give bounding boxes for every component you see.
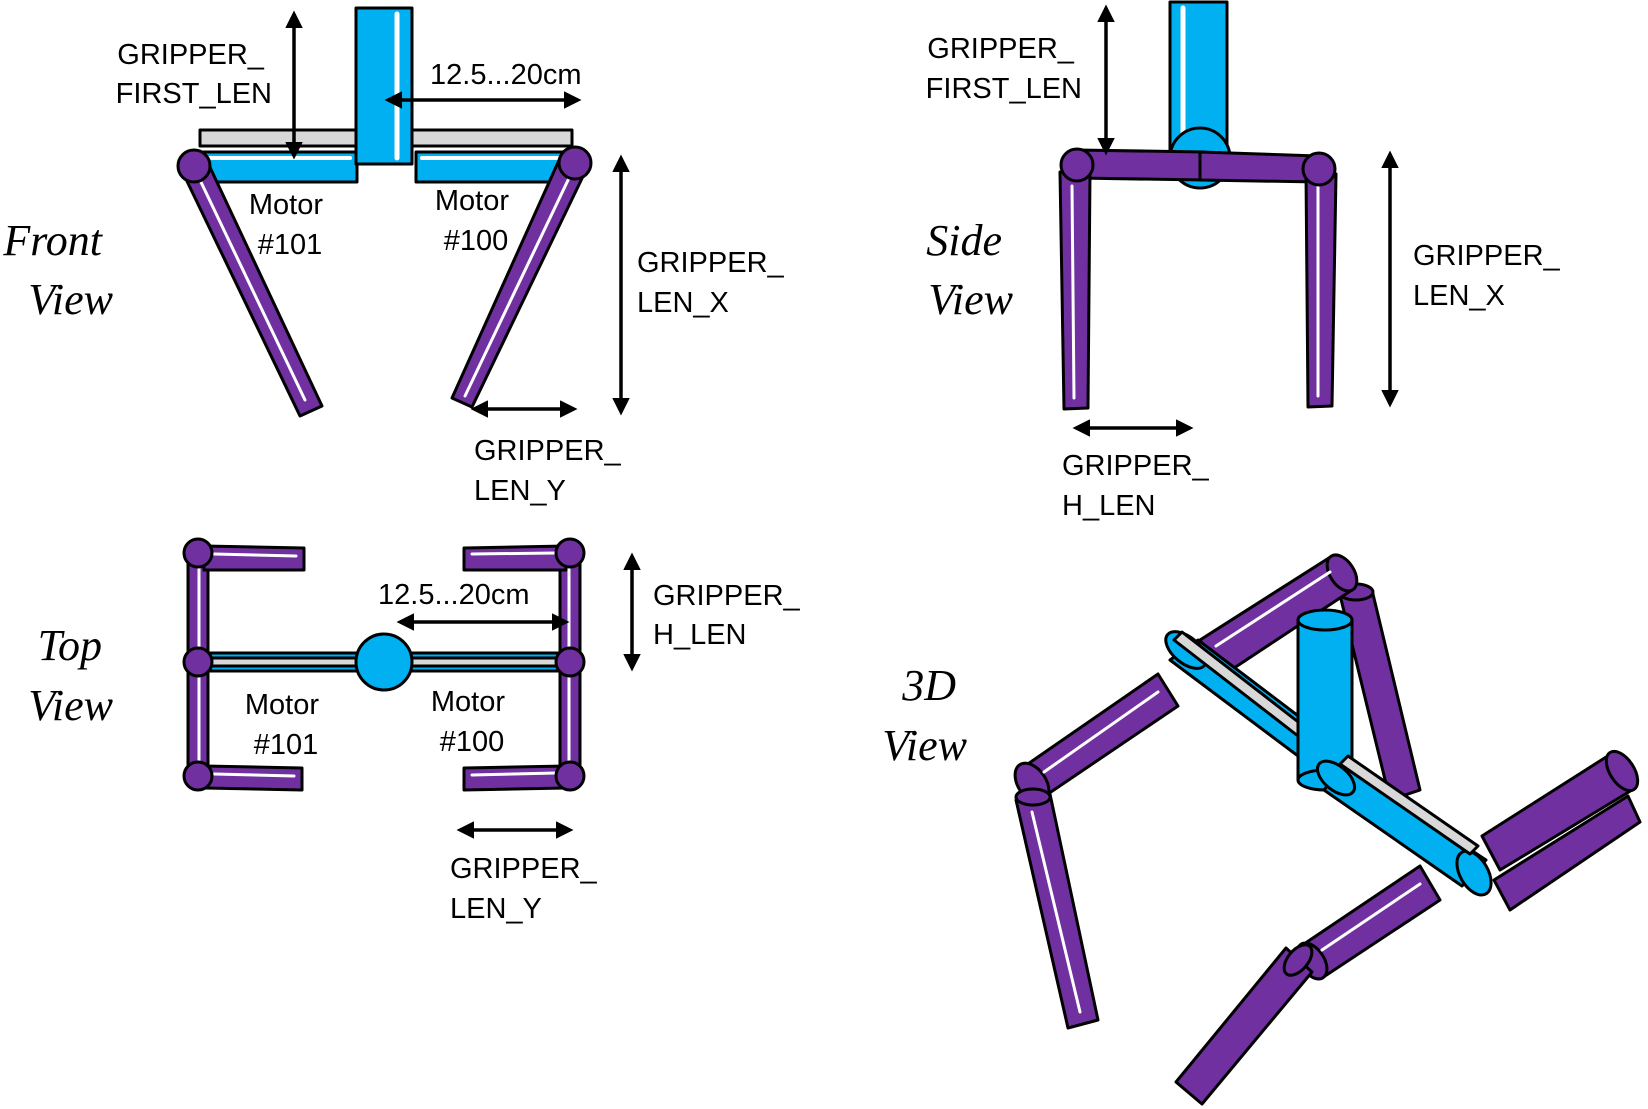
side-view-title: Side View: [926, 216, 1013, 324]
3d-view-title: 3D View: [882, 661, 967, 770]
3d-front-lower-leg-cap: [1282, 943, 1314, 977]
top-motor-100-line1: Motor: [431, 686, 505, 718]
front-motor-101-line2: #101: [258, 229, 323, 261]
side-view: GRIPPER_ FIRST_LEN GRIPPER_ LEN_X GRIPPE…: [926, 0, 1568, 522]
3d-right-lower: [1492, 794, 1642, 912]
3d-front-lower-leg: [1174, 946, 1314, 1106]
side-right-joint: [1301, 151, 1337, 187]
front-left-joint: [176, 148, 212, 184]
top-joint-mr: [554, 646, 586, 678]
front-len-x-line2: LEN_X: [637, 287, 729, 319]
3d-rod-right: [1338, 754, 1480, 856]
top-joint-tl: [182, 537, 214, 569]
3d-right-upper-arm-cap: [1604, 749, 1640, 793]
top-right-lower-highlight: [470, 771, 558, 777]
3d-title-line2: View: [882, 721, 967, 770]
front-motor-100-label: Motor #100: [435, 185, 517, 257]
3d-center-post-cap: [1296, 608, 1354, 632]
front-motor-100-line2: #100: [444, 225, 509, 257]
front-title-line1: Front: [2, 216, 103, 265]
side-left-arm: [1074, 148, 1206, 182]
top-motor-101-label: Motor #101: [245, 689, 327, 761]
side-right-arm: [1198, 150, 1320, 184]
top-right-upper-highlight: [470, 551, 558, 556]
top-motor-100-line2: #100: [440, 726, 505, 758]
3d-motor-right-end: [1455, 849, 1493, 897]
top-left-lower-highlight: [212, 772, 296, 778]
front-motor-101-label: Motor #101: [249, 189, 331, 261]
3d-title-line1: 3D: [901, 661, 956, 710]
top-h-len-line1: GRIPPER_: [653, 580, 801, 612]
top-right-lower-arm: [462, 764, 568, 792]
side-first-len-line2: FIRST_LEN: [926, 73, 1082, 105]
front-motor-100-line1: Motor: [435, 185, 509, 217]
3d-motor-right-cap: [1315, 759, 1357, 797]
side-h-len-label: GRIPPER_ H_LEN: [1062, 450, 1217, 522]
side-first-len-label: GRIPPER_ FIRST_LEN: [926, 33, 1082, 105]
top-span-label: 12.5...20cm: [378, 579, 530, 611]
side-title-line1: Side: [926, 216, 1002, 265]
top-left-lower-arm: [202, 764, 304, 792]
front-first-len-line1: GRIPPER_: [117, 39, 265, 71]
side-right-leg: [1304, 170, 1338, 409]
3d-center-post: [1296, 618, 1354, 782]
side-first-len-line1: GRIPPER_: [927, 33, 1075, 65]
3d-front-upper-arm-highlight: [1320, 882, 1422, 952]
front-len-x-line1: GRIPPER_: [637, 247, 785, 279]
top-title-line1: Top: [38, 621, 102, 670]
top-joint-tr: [554, 537, 586, 569]
top-h-len-label: GRIPPER_ H_LEN: [653, 580, 808, 651]
front-first-len-label: GRIPPER_ FIRST_LEN: [116, 39, 272, 110]
front-right-leg-highlight: [463, 174, 572, 398]
side-len-x-line2: LEN_X: [1413, 280, 1505, 312]
top-len-y-label: GRIPPER_ LEN_Y: [450, 853, 605, 925]
front-len-y-line2: LEN_Y: [474, 475, 566, 507]
3d-back-upper-arm-cap: [1325, 553, 1359, 593]
top-motor-101-line2: #101: [254, 729, 319, 761]
top-left-upper-arm: [202, 544, 306, 572]
side-h-len-line1: GRIPPER_: [1062, 450, 1210, 482]
3d-left-upper-arm-highlight: [1042, 690, 1160, 774]
3d-back-upper-arm-highlight: [1214, 570, 1332, 648]
3d-left-lower-leg-highlight: [1030, 810, 1082, 1014]
3d-left-lower-leg-cap: [1014, 787, 1052, 807]
front-view: GRIPPER_ FIRST_LEN 12.5...20cm Motor #10…: [2, 6, 792, 507]
top-len-y-line2: LEN_Y: [450, 893, 542, 925]
front-center-post: [354, 6, 414, 166]
side-left-joint: [1059, 147, 1095, 183]
top-view-title: Top View: [28, 621, 113, 730]
front-span-label: 12.5...20cm: [430, 59, 582, 91]
top-title-line2: View: [28, 681, 113, 730]
top-left-upper-highlight: [212, 552, 298, 558]
front-len-y-label: GRIPPER_ LEN_Y: [474, 435, 629, 507]
top-motor-101-line1: Motor: [245, 689, 319, 721]
top-joint-ml: [182, 646, 214, 678]
top-joint-br: [554, 760, 586, 792]
top-view: 12.5...20cm GRIPPER_ H_LEN Motor #101 Mo…: [28, 537, 808, 925]
side-h-len-line2: H_LEN: [1062, 490, 1156, 522]
side-len-x-label: GRIPPER_ LEN_X: [1413, 240, 1568, 312]
top-h-len-line2: H_LEN: [653, 619, 747, 651]
front-len-y-line1: GRIPPER_: [474, 435, 622, 467]
top-motor-100-label: Motor #100: [431, 686, 513, 758]
front-motor-101-line1: Motor: [249, 189, 323, 221]
front-title-line2: View: [28, 275, 113, 324]
front-right-joint: [557, 145, 593, 181]
three-d-view: 3D View: [882, 553, 1642, 1106]
side-title-line2: View: [928, 275, 1013, 324]
front-view-title: Front View: [2, 216, 113, 324]
side-len-x-line1: GRIPPER_: [1413, 240, 1561, 272]
side-left-leg-highlight: [1070, 184, 1076, 400]
top-hub: [354, 632, 414, 692]
front-len-x-label: GRIPPER_ LEN_X: [637, 247, 792, 319]
front-left-leg-highlight: [198, 178, 307, 402]
front-first-len-line2: FIRST_LEN: [116, 78, 272, 110]
top-len-y-line1: GRIPPER_: [450, 853, 598, 885]
top-joint-bl: [182, 760, 214, 792]
top-right-upper-arm: [462, 544, 568, 572]
